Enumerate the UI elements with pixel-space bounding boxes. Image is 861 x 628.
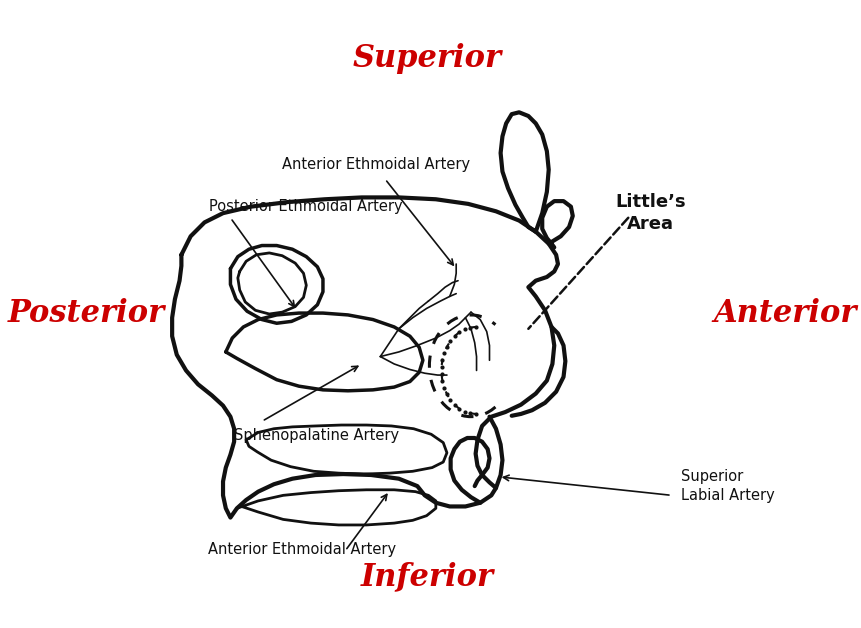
Text: Inferior: Inferior [361,561,493,592]
Text: Posterior: Posterior [8,298,164,330]
Text: Superior
Labial Artery: Superior Labial Artery [680,469,774,503]
Text: Anterior Ethmoidal Artery: Anterior Ethmoidal Artery [282,156,469,171]
Text: Sphenopalatine Artery: Sphenopalatine Artery [234,428,399,443]
Text: Anterior Ethmoidal Artery: Anterior Ethmoidal Artery [208,541,395,556]
Text: Posterior Ethmoidal Artery: Posterior Ethmoidal Artery [209,199,402,214]
Text: Little’s
Area: Little’s Area [615,193,685,233]
Text: Anterior: Anterior [713,298,857,330]
Text: Superior: Superior [352,43,501,74]
